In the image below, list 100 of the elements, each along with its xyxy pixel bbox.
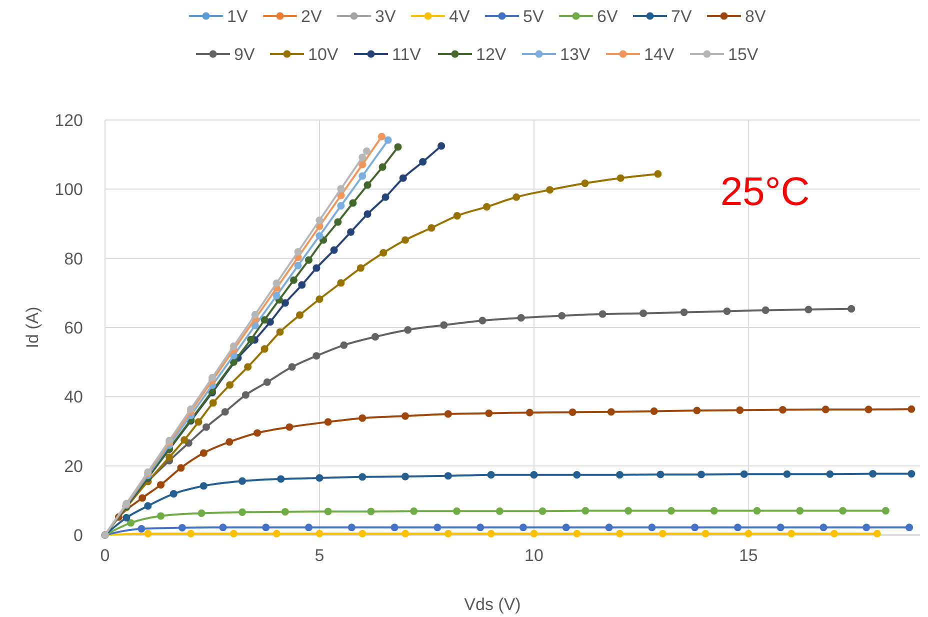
legend-label: 2V xyxy=(301,6,322,26)
point xyxy=(260,316,268,324)
legend-label: 10V xyxy=(308,44,339,64)
point xyxy=(848,305,856,313)
point xyxy=(316,474,324,482)
legend-label: 13V xyxy=(560,44,591,64)
point xyxy=(482,203,491,211)
point xyxy=(144,530,152,538)
point xyxy=(263,378,271,386)
point xyxy=(251,310,259,318)
point xyxy=(440,321,448,329)
point xyxy=(788,530,796,538)
point xyxy=(753,507,761,515)
point xyxy=(356,264,364,272)
point xyxy=(453,212,461,220)
point xyxy=(607,408,615,416)
point xyxy=(734,524,742,532)
point xyxy=(616,174,624,182)
point xyxy=(177,464,185,472)
point xyxy=(839,507,847,515)
point xyxy=(826,470,834,478)
point xyxy=(238,477,246,485)
point xyxy=(496,507,504,515)
point xyxy=(568,408,576,416)
point xyxy=(517,314,525,322)
point xyxy=(723,307,731,316)
x-tick-label: 15 xyxy=(738,546,758,565)
point xyxy=(330,246,338,254)
point xyxy=(546,186,554,194)
point xyxy=(476,524,484,532)
legend-label: 15V xyxy=(728,44,759,64)
point xyxy=(324,508,332,516)
point xyxy=(740,470,748,478)
point xyxy=(762,306,770,314)
point xyxy=(401,472,410,480)
point xyxy=(404,326,412,334)
point xyxy=(380,249,388,257)
point xyxy=(247,336,255,344)
y-tick-label: 40 xyxy=(64,388,83,407)
point xyxy=(138,524,146,533)
legend-label: 4V xyxy=(449,6,470,26)
point xyxy=(526,408,534,416)
point xyxy=(640,310,648,318)
x-tick-label: 5 xyxy=(314,546,324,565)
point xyxy=(581,180,589,188)
point xyxy=(908,470,916,478)
point xyxy=(288,363,296,371)
point xyxy=(226,438,234,446)
legend-label: 7V xyxy=(671,6,692,26)
x-axis-title: Vds (V) xyxy=(464,595,521,614)
point xyxy=(573,471,581,479)
point xyxy=(198,509,206,517)
point xyxy=(697,470,706,478)
point xyxy=(348,524,356,532)
point xyxy=(410,507,418,515)
point xyxy=(680,308,688,316)
point xyxy=(693,406,701,414)
point xyxy=(485,409,493,418)
point xyxy=(178,524,186,532)
point xyxy=(367,508,375,516)
point xyxy=(869,470,877,478)
point xyxy=(438,142,446,150)
point xyxy=(358,414,366,422)
point xyxy=(337,185,345,193)
point xyxy=(702,530,710,538)
point xyxy=(830,530,838,538)
point xyxy=(519,524,528,532)
point xyxy=(804,306,812,314)
x-tick-label: 10 xyxy=(524,546,544,565)
point xyxy=(226,381,234,389)
point xyxy=(378,132,386,140)
point xyxy=(538,507,546,515)
point xyxy=(378,163,386,171)
point xyxy=(316,216,324,224)
point xyxy=(598,310,606,318)
point xyxy=(862,524,870,532)
point xyxy=(434,524,442,532)
y-tick-label: 0 xyxy=(74,526,83,545)
point xyxy=(401,236,410,244)
point xyxy=(382,193,390,201)
point xyxy=(394,143,402,151)
point xyxy=(444,410,452,418)
point xyxy=(324,418,332,426)
point xyxy=(296,311,304,319)
point xyxy=(272,530,280,538)
point xyxy=(656,470,664,478)
point xyxy=(298,281,306,289)
point xyxy=(530,530,538,538)
point xyxy=(371,333,380,341)
point xyxy=(452,507,461,515)
point xyxy=(605,524,613,532)
point xyxy=(658,530,666,538)
point xyxy=(573,530,581,538)
point xyxy=(219,524,227,532)
point xyxy=(401,530,410,538)
point xyxy=(487,471,495,479)
point xyxy=(277,475,285,483)
point xyxy=(744,530,752,538)
point xyxy=(276,328,284,336)
point xyxy=(230,342,238,350)
